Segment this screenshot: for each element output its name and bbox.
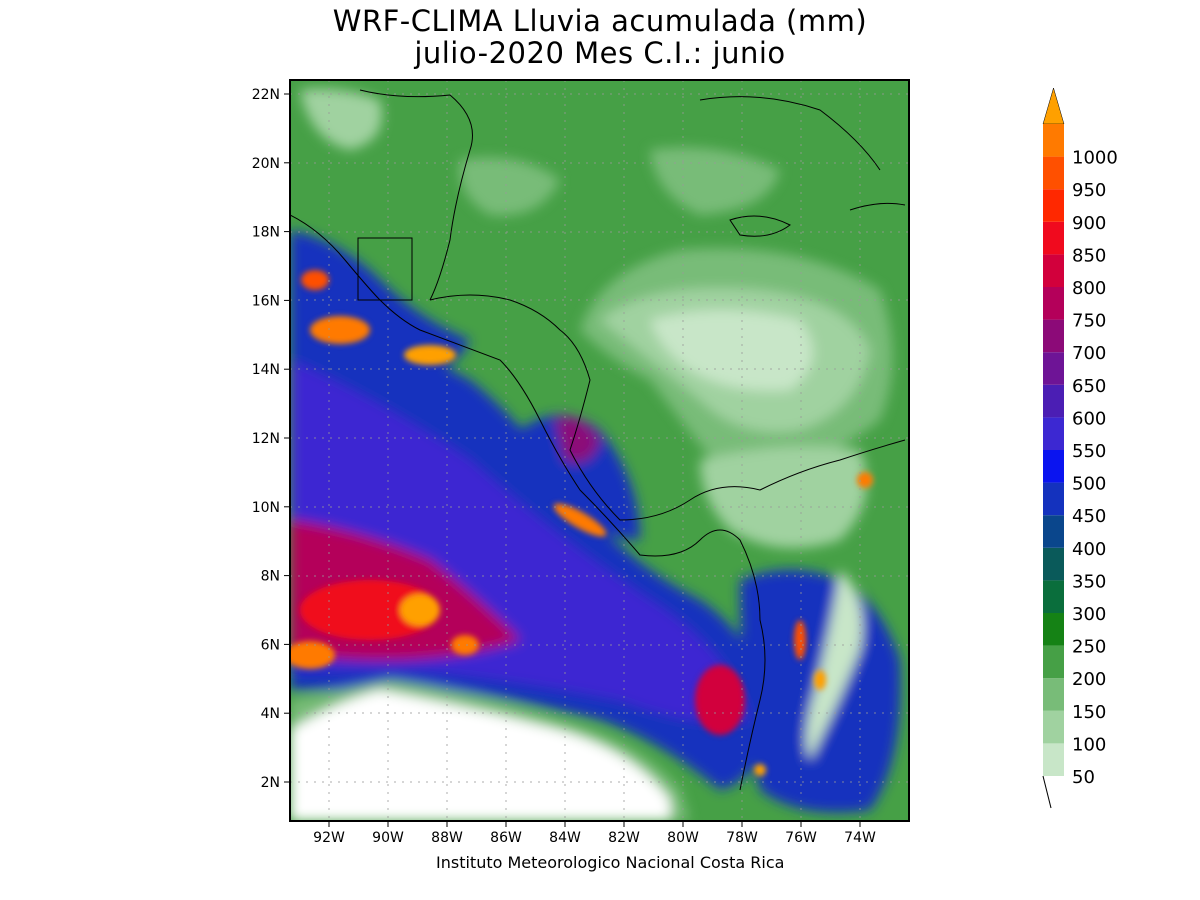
colorbar-label: 700 (1072, 343, 1106, 364)
map-frame (289, 79, 910, 822)
lat-tick-label: 22N (252, 87, 280, 103)
colorbar-label: 650 (1072, 376, 1106, 397)
colorbar-segment (1043, 124, 1064, 157)
colorbar-segment (1043, 613, 1064, 646)
lon-tick-label: 78W (726, 830, 758, 846)
colorbar-label: 1000 (1072, 148, 1118, 169)
colorbar-label: 200 (1072, 669, 1106, 690)
colorbar-segment (1043, 221, 1064, 255)
map-subtitle: julio-2020 Mes C.I.: junio (414, 36, 786, 70)
lat-tick-label: 20N (252, 156, 280, 172)
colorbar-segment (1043, 743, 1064, 776)
colorbar-segment (1043, 319, 1064, 353)
lon-tick-label: 84W (549, 830, 581, 846)
colorbar-segment (1043, 189, 1064, 222)
lon-tick-label: 88W (431, 830, 463, 846)
colorbar: 50 100 150 200 250 300 350 400 450 500 550 600 650 70… (1042, 87, 1118, 809)
colorbar-under-tail (1043, 776, 1064, 808)
lat-tick-label: 12N (252, 431, 280, 447)
colorbar-label: 900 (1072, 213, 1106, 234)
lon-tick-label: 90W (372, 830, 404, 846)
colorbar-segment (1043, 384, 1064, 418)
lon-tick-label: 82W (608, 830, 640, 846)
colorbar-segment (1043, 450, 1064, 483)
colorbar-segment (1043, 254, 1064, 287)
lat-tick-label: 16N (252, 293, 280, 309)
map-title: WRF-CLIMA Lluvia acumulada (mm) (332, 4, 868, 38)
colorbar-segment (1043, 482, 1064, 516)
colorbar-label: 250 (1072, 637, 1106, 658)
colorbar-segment (1043, 352, 1064, 385)
colorbar-segment (1043, 287, 1064, 320)
lat-tick-label: 18N (252, 225, 280, 241)
colorbar-label: 100 (1072, 734, 1106, 755)
lon-tick-label: 80W (667, 830, 699, 846)
lat-tick-label: 8N (261, 569, 280, 585)
colorbar-label: 50 (1072, 767, 1095, 788)
colorbar-label: 300 (1072, 604, 1106, 625)
colorbar-label: 800 (1072, 278, 1106, 299)
colorbar-segment (1043, 417, 1064, 450)
colorbar-label: 450 (1072, 506, 1106, 527)
colorbar-segment (1043, 156, 1064, 190)
colorbar-segment (1043, 515, 1064, 548)
longitude-axis: 92W 90W 88W 86W 84W 82W 80W 78W 76W 74W (313, 821, 876, 846)
colorbar-over-arrow (1042, 87, 1065, 125)
colorbar-label: 500 (1072, 474, 1106, 495)
colorbar-label: 150 (1072, 702, 1106, 723)
colorbar-segment (1043, 678, 1064, 711)
lon-tick-label: 92W (313, 830, 345, 846)
lon-tick-label: 74W (844, 830, 876, 846)
lon-tick-label: 76W (785, 830, 817, 846)
credit-text: Instituto Meteorologico Nacional Costa R… (436, 853, 785, 872)
lat-tick-label: 2N (261, 775, 280, 791)
lat-tick-label: 10N (252, 500, 280, 516)
colorbar-label: 750 (1072, 311, 1106, 332)
colorbar-segment (1043, 710, 1064, 744)
colorbar-label: 350 (1072, 571, 1106, 592)
lat-tick-label: 4N (261, 706, 280, 722)
colorbar-segment (1043, 580, 1064, 613)
colorbar-label: 550 (1072, 441, 1106, 462)
colorbar-label: 600 (1072, 408, 1106, 429)
colorbar-segment (1043, 547, 1064, 581)
lon-tick-label: 86W (490, 830, 522, 846)
colorbar-label: 950 (1072, 180, 1106, 201)
colorbar-label: 850 (1072, 245, 1106, 266)
lat-tick-label: 14N (252, 362, 280, 378)
colorbar-segment (1043, 645, 1064, 679)
latitude-axis: 22N 20N 18N 16N 14N 12N 10N 8N 6N 4N 2N (252, 87, 290, 791)
lat-tick-label: 6N (261, 637, 280, 653)
rainfall-field (290, 80, 909, 821)
colorbar-label: 400 (1072, 539, 1106, 560)
